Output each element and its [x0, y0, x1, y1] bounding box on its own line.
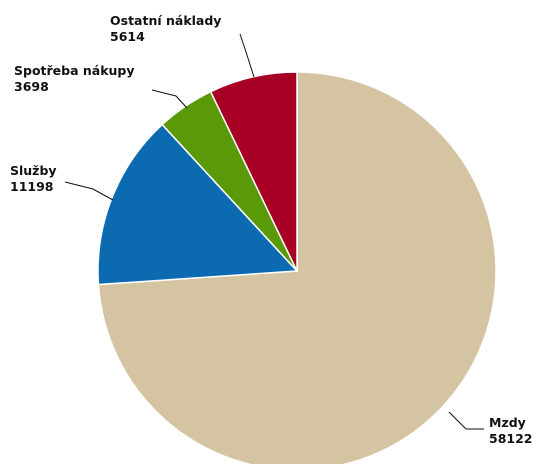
- leader-lines: [64, 33, 484, 430]
- leader-line-spotreba: [151, 89, 188, 109]
- label-sluzby-name: Služby: [10, 163, 57, 178]
- label-mzdy-value: 58122: [489, 431, 533, 446]
- label-spotreba-value: 3698: [14, 79, 49, 94]
- label-mzdy-name: Mzdy: [489, 415, 526, 430]
- pie-slice-sluzby: [97, 123, 299, 286]
- leader-line-sluzby: [64, 181, 114, 201]
- leader-line-mzdy: [448, 411, 484, 430]
- pie-slices: [97, 71, 497, 464]
- pie-slice-ostatni-naklady: [209, 71, 298, 272]
- label-ostatni-name: Ostatní náklady: [110, 13, 221, 28]
- leader-line-ostatni: [239, 33, 255, 78]
- slice-labels: Mzdy 58122 Služby 11198 Spotřeba nákupy …: [10, 13, 533, 446]
- label-ostatni-value: 5614: [110, 29, 145, 44]
- label-spotreba-name: Spotřeba nákupy: [14, 63, 135, 78]
- label-sluzby-value: 11198: [10, 179, 54, 194]
